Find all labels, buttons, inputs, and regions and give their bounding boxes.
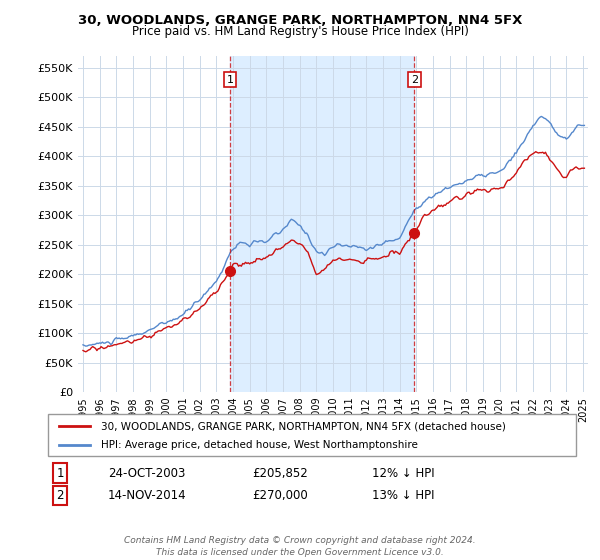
Text: 1: 1	[56, 466, 64, 480]
Text: 30, WOODLANDS, GRANGE PARK, NORTHAMPTON, NN4 5FX: 30, WOODLANDS, GRANGE PARK, NORTHAMPTON,…	[78, 14, 522, 27]
Bar	[230, 56, 415, 392]
FancyBboxPatch shape	[48, 414, 576, 456]
Text: 2: 2	[56, 489, 64, 502]
Text: £270,000: £270,000	[252, 489, 308, 502]
Text: 12% ↓ HPI: 12% ↓ HPI	[372, 466, 434, 480]
Text: Price paid vs. HM Land Registry's House Price Index (HPI): Price paid vs. HM Land Registry's House …	[131, 25, 469, 38]
Text: 14-NOV-2014: 14-NOV-2014	[108, 489, 187, 502]
Text: 2: 2	[411, 74, 418, 85]
Text: 30, WOODLANDS, GRANGE PARK, NORTHAMPTON, NN4 5FX (detached house): 30, WOODLANDS, GRANGE PARK, NORTHAMPTON,…	[101, 421, 506, 431]
Text: £205,852: £205,852	[252, 466, 308, 480]
Text: Contains HM Land Registry data © Crown copyright and database right 2024.
This d: Contains HM Land Registry data © Crown c…	[124, 536, 476, 557]
Text: 13% ↓ HPI: 13% ↓ HPI	[372, 489, 434, 502]
Text: HPI: Average price, detached house, West Northamptonshire: HPI: Average price, detached house, West…	[101, 440, 418, 450]
Text: 24-OCT-2003: 24-OCT-2003	[108, 466, 185, 480]
Text: 1: 1	[227, 74, 233, 85]
